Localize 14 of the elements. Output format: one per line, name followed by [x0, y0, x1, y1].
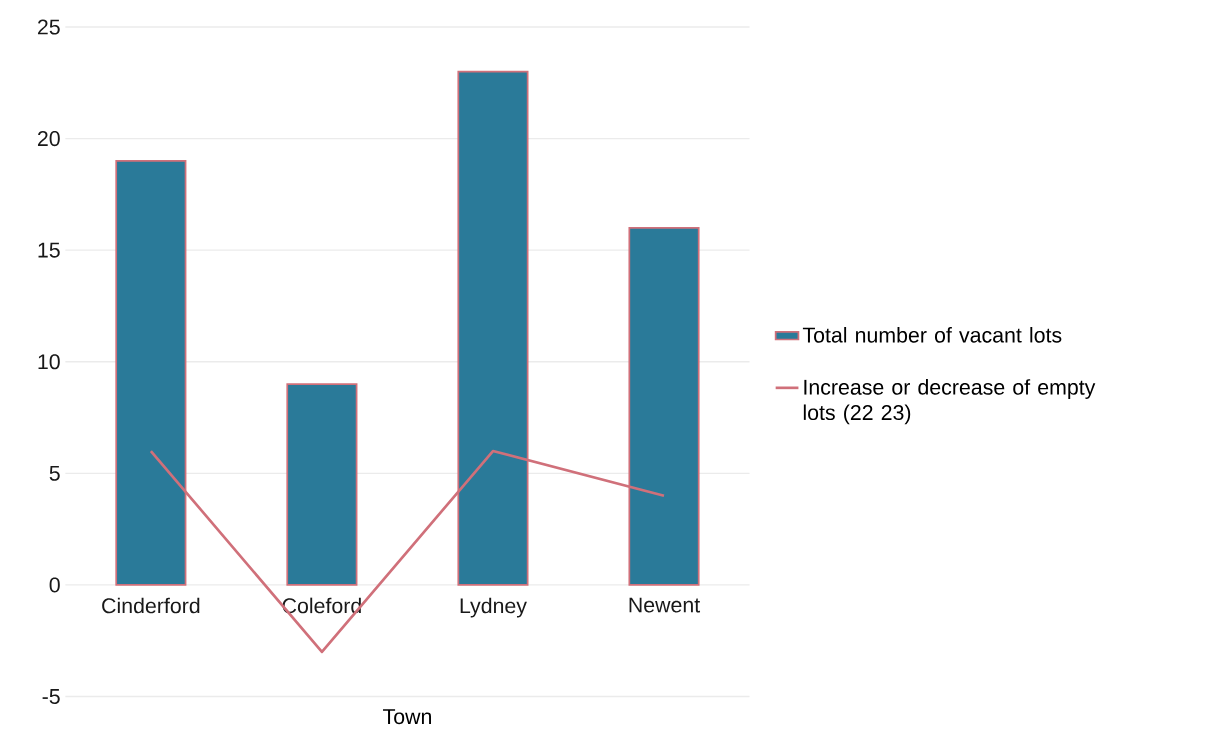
- legend-label: Total number of vacant lots: [802, 327, 1062, 343]
- y-tick-label: 20: [37, 131, 60, 147]
- y-tick-label: 0: [49, 577, 60, 593]
- bar: [286, 383, 358, 587]
- y-tick-label: 25: [37, 19, 60, 35]
- y-tick-label: 5: [49, 466, 60, 482]
- legend-label: Increase or decrease of empty lots (22 23): [803, 379, 1096, 425]
- y-tick-label: -5: [42, 689, 60, 705]
- x-tick-label: Newent: [629, 597, 701, 613]
- x-axis-title: Town: [383, 709, 431, 725]
- y-tick-label: 15: [38, 242, 60, 258]
- x-tick-label: Lydney: [460, 597, 527, 618]
- y-tick-label: 10: [38, 354, 60, 370]
- x-tick-label: Cinderford: [102, 597, 200, 614]
